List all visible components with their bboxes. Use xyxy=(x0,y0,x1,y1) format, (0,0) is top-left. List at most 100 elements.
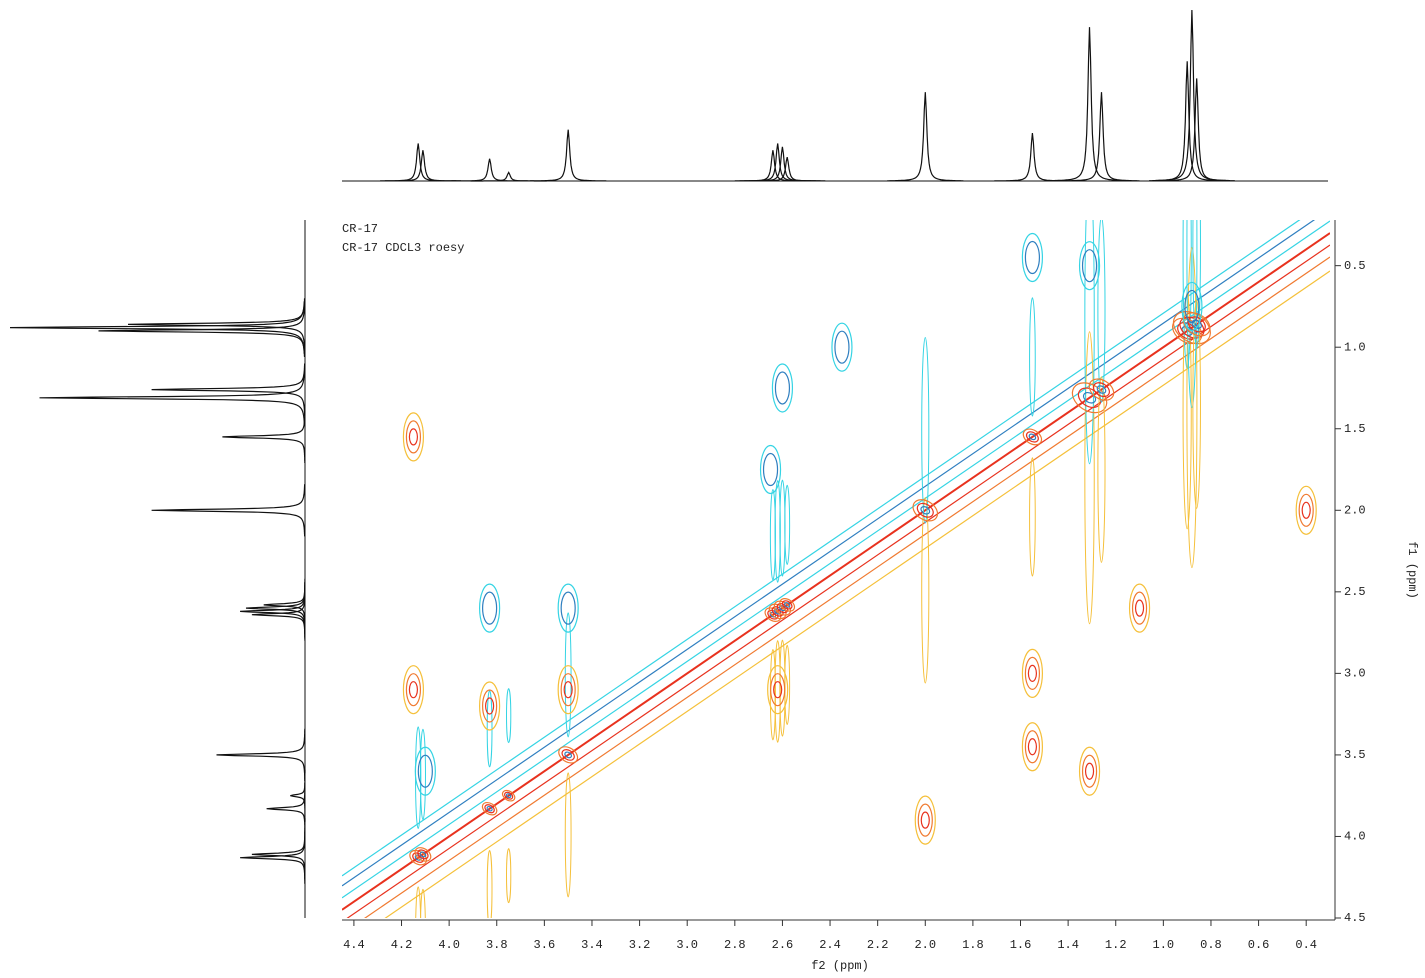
y-tick-label: 2.5 xyxy=(1344,585,1366,599)
streak xyxy=(420,888,426,918)
y-tick-label: 2.0 xyxy=(1344,503,1366,517)
top-trace-peak xyxy=(1153,9,1230,182)
cross-peak xyxy=(479,583,501,633)
cross-peak xyxy=(1131,591,1148,625)
cross-peak xyxy=(1027,738,1038,756)
contour-plot xyxy=(342,220,1330,918)
diagonal-peak xyxy=(1182,312,1211,337)
y-tick-label: 3.5 xyxy=(1344,748,1366,762)
diagonal-contour xyxy=(342,220,1301,877)
x-tick-label: 4.0 xyxy=(438,938,460,952)
cross-peak xyxy=(560,673,576,707)
x-tick-label: 2.8 xyxy=(724,938,746,952)
diagonal-peak xyxy=(486,805,493,812)
top-trace-peak xyxy=(530,129,607,182)
diagonal xyxy=(342,232,1330,911)
cross-peak xyxy=(1184,289,1200,324)
cross-peak xyxy=(557,665,579,715)
cross-peak xyxy=(408,428,419,446)
cross-peak xyxy=(1021,648,1044,698)
left-trace-peak xyxy=(251,828,306,881)
y-tick-label: 4.0 xyxy=(1344,830,1366,844)
y-tick-label: 0.5 xyxy=(1344,259,1366,273)
diagonal-peak xyxy=(1022,428,1043,446)
x-tick-label: 3.8 xyxy=(486,938,508,952)
cross-peak xyxy=(774,371,791,405)
streak xyxy=(1084,220,1095,465)
cross-peak xyxy=(1081,249,1098,283)
cross-peak xyxy=(1134,599,1145,617)
streak xyxy=(1097,220,1106,403)
streak xyxy=(1029,297,1036,417)
streak xyxy=(486,850,493,918)
cross-peak xyxy=(917,803,933,837)
left-trace-peak xyxy=(39,371,305,424)
cross-peak xyxy=(563,681,573,699)
diagonal-peak xyxy=(417,849,429,860)
cross-peak xyxy=(402,412,425,462)
diagonal-peak xyxy=(504,791,514,800)
cross-peak xyxy=(1084,762,1095,780)
x-tick-label: 1.0 xyxy=(1153,938,1175,952)
streak xyxy=(506,688,512,744)
cross-peak xyxy=(560,591,576,625)
cross-peak xyxy=(1027,664,1038,682)
cross-peak xyxy=(920,811,930,829)
diagonal-peak xyxy=(781,600,793,610)
streak xyxy=(1186,220,1198,409)
diagonal-peak xyxy=(484,804,495,814)
top-trace-peak xyxy=(1051,27,1128,182)
x-tick-label: 2.2 xyxy=(867,938,889,952)
streak xyxy=(415,886,422,918)
left-trace-peak xyxy=(151,484,306,537)
x-tick-label: 0.8 xyxy=(1200,938,1222,952)
y-tick-label: 1.5 xyxy=(1344,422,1366,436)
streak xyxy=(1097,376,1106,563)
diagonal-peak xyxy=(912,499,939,522)
cross-peak xyxy=(405,673,422,707)
cross-peak xyxy=(1295,485,1317,535)
streak xyxy=(419,728,426,821)
diagonal-peak xyxy=(920,505,931,515)
x-tick-label: 2.6 xyxy=(772,938,794,952)
x-axis-label: f2 (ppm) xyxy=(811,959,869,973)
y-tick-label: 1.0 xyxy=(1344,340,1366,354)
diagonal-peak xyxy=(779,598,796,612)
top-trace-peak xyxy=(1063,92,1140,182)
diagonal-peak xyxy=(414,847,432,862)
cross-peak xyxy=(479,681,501,731)
y-tick-label: 4.5 xyxy=(1344,911,1366,925)
streak xyxy=(1186,247,1198,569)
cross-peak xyxy=(405,420,422,454)
cross-peak xyxy=(1181,281,1203,332)
cross-peak xyxy=(1301,501,1311,519)
streak xyxy=(1084,331,1095,625)
top-trace-peak xyxy=(1149,61,1226,182)
cross-peak xyxy=(557,583,579,633)
streak xyxy=(784,484,791,565)
x-tick-label: 3.0 xyxy=(676,938,698,952)
cross-peak xyxy=(1128,583,1151,633)
diagonal-contour xyxy=(346,244,1330,918)
diagonal-peak xyxy=(558,746,579,764)
x-tick-label: 4.2 xyxy=(391,938,413,952)
x-tick-label: 1.8 xyxy=(962,938,984,952)
streak xyxy=(1192,299,1201,509)
diagonal-peak xyxy=(784,602,791,608)
cross-peak xyxy=(482,591,498,625)
top-trace-peak xyxy=(451,158,528,182)
x-tick-label: 3.6 xyxy=(534,938,556,952)
cross-peak xyxy=(1081,754,1098,788)
cross-peak xyxy=(773,681,783,699)
diagonal-peak xyxy=(1088,378,1115,401)
cross-peak xyxy=(485,697,495,715)
diagonal-peak xyxy=(481,801,498,816)
left-trace-peak xyxy=(266,782,306,835)
left-trace-peak xyxy=(263,578,306,631)
top-trace-peak xyxy=(380,143,457,182)
diagonal-peak xyxy=(561,749,575,761)
cross-peak xyxy=(1024,730,1041,764)
streak xyxy=(921,496,930,684)
x-tick-label: 3.4 xyxy=(581,938,603,952)
cross-peak xyxy=(1024,240,1041,275)
